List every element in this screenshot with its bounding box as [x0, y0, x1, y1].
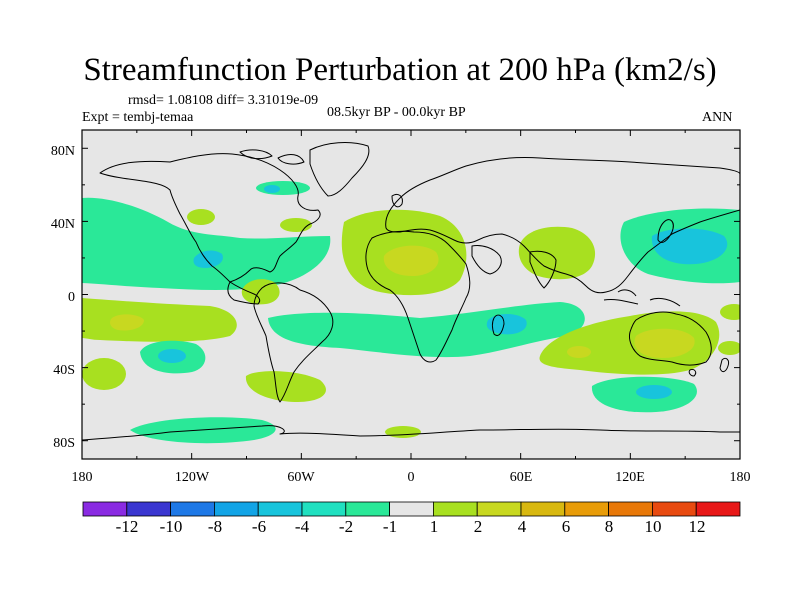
colorbar-swatch	[695, 501, 741, 517]
coast-arctic-islands	[239, 149, 305, 165]
season-label: ANN	[702, 110, 733, 125]
period-label: 08.5kyr BP - 00.0kyr BP	[327, 105, 466, 120]
colorbar-swatch	[170, 501, 215, 517]
coast-british-isles	[391, 193, 403, 208]
contour-tropical-pacific-core	[110, 314, 144, 331]
lon-label-0: 0	[408, 470, 415, 485]
coast-north-america	[99, 153, 321, 305]
coast-eurasia	[385, 157, 740, 294]
coast-south-america	[253, 282, 334, 403]
coast-arabia	[471, 245, 502, 275]
colorbar-swatch	[301, 501, 347, 517]
lon-label-180e: 180	[730, 470, 751, 485]
colorbar-swatch	[213, 501, 259, 517]
axis-ticks	[81, 130, 741, 459]
colorbar-swatch	[652, 501, 697, 517]
contour-arabia	[518, 226, 596, 280]
colorbar-label-m10: -10	[160, 517, 183, 536]
colorbar-swatch	[520, 501, 566, 517]
lon-label-60w: 60W	[287, 470, 315, 485]
contour-patagonia	[245, 371, 326, 402]
colorbar-label-p1: 1	[430, 517, 439, 536]
plot-title: Streamfunction Perturbation at 200 hPa (…	[83, 52, 717, 88]
colorbar-label-m12: -12	[116, 517, 139, 536]
coast-tasmania	[688, 369, 697, 377]
colorbar-swatch	[432, 501, 478, 517]
colorbar-swatch	[476, 501, 522, 517]
contour-dateline-south	[718, 341, 740, 355]
lon-label-60e: 60E	[510, 470, 533, 485]
coast-india	[529, 250, 557, 289]
contour-australia-core	[634, 328, 695, 358]
colorbar-swatch	[257, 501, 303, 517]
colorbar-swatch	[82, 501, 128, 517]
colorbar-label-p8: 8	[605, 517, 614, 536]
stats-label: rmsd= 1.08108 diff= 3.31019e-09	[128, 93, 319, 108]
contour-weddell	[385, 426, 421, 438]
coast-greenland	[309, 142, 370, 197]
contour-tropical-pacific	[82, 298, 237, 342]
coast-australia	[629, 311, 712, 366]
experiment-label: Expt = tembj-temaa	[82, 110, 194, 125]
colorbar-label-m6: -6	[252, 517, 266, 536]
contour-australia	[539, 311, 720, 375]
coast-indonesia	[603, 289, 681, 307]
colorbar-label-p4: 4	[518, 517, 527, 536]
coast-japan	[657, 219, 674, 243]
lon-label-180w: 180	[72, 470, 93, 485]
colorbar-label-m4: -4	[295, 517, 310, 536]
colorbar-label-p6: 6	[562, 517, 571, 536]
colorbar-swatch	[345, 501, 390, 517]
coast-antarctica	[82, 425, 740, 441]
contour-south-indian-core	[636, 385, 672, 399]
colorbar-label-p12: 12	[689, 517, 706, 536]
colorbar	[82, 501, 741, 517]
contour-hudson	[256, 181, 310, 195]
colorbar-swatch	[564, 501, 609, 517]
colorbar-label-m8: -8	[208, 517, 222, 536]
contour-nw-blob	[187, 209, 215, 225]
coast-madagascar	[492, 314, 505, 337]
lat-label-40n: 40N	[51, 217, 75, 232]
field-contours	[82, 181, 740, 444]
contour-npacific-band	[82, 197, 331, 290]
colorbar-label-m1: -1	[383, 517, 397, 536]
lat-label-80s: 80S	[53, 436, 75, 451]
contour-caribbean	[241, 279, 280, 305]
contour-npacific-core	[193, 250, 223, 268]
colorbar-label-m2: -2	[339, 517, 353, 536]
colorbar-label-p10: 10	[645, 517, 662, 536]
lon-label-120w: 120W	[175, 470, 210, 485]
colorbar-swatch	[608, 501, 653, 517]
contour-madagascar-core	[486, 314, 527, 335]
contour-dateline-north	[720, 304, 740, 320]
colorbar-swatch	[126, 501, 172, 517]
lat-label-80n: 80N	[51, 144, 75, 159]
coastlines	[82, 142, 740, 441]
contour-newfoundland	[280, 218, 312, 232]
colorbar-swatch	[389, 501, 434, 517]
lat-label-0: 0	[68, 290, 75, 305]
coast-new-zealand	[719, 357, 729, 373]
contour-sahara-core	[383, 245, 439, 276]
lon-label-120e: 120E	[615, 470, 645, 485]
contour-south-pacific-core	[158, 349, 186, 363]
colorbar-label-p2: 2	[474, 517, 483, 536]
contour-nwpacific-core	[651, 228, 728, 265]
coast-africa	[365, 230, 471, 363]
contour-sw-pacific	[82, 358, 126, 390]
contour-indian-core	[567, 346, 591, 358]
lat-label-40s: 40S	[53, 363, 75, 378]
contour-hudson-core	[264, 185, 280, 193]
